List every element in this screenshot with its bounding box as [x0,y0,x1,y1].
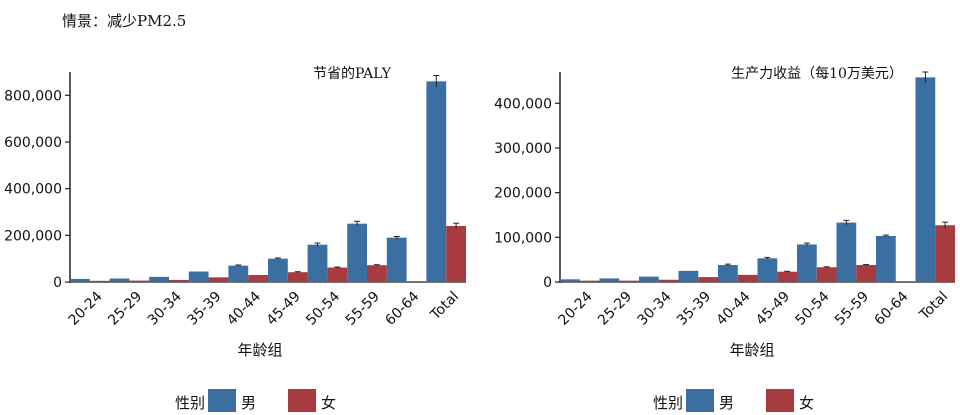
y-tick-label: 600,000 [4,135,62,151]
bar-female [816,267,837,282]
x-tick-label: Total [427,289,462,324]
x-tick-label: 20-24 [556,289,596,329]
chart-2: 0 100,000 200,000 300,000 400,000 生产力收益（每10万美… [494,66,955,412]
bar-male [599,278,620,282]
bar-male [149,276,169,282]
y-tick-label: 200,000 [494,186,552,202]
legend-title: 性别 [653,394,683,412]
legend-label-female: 女 [321,394,336,412]
bar-female [129,280,150,282]
bar-female [737,274,758,282]
chart-title: 节省的PALY [313,66,392,82]
bar-female [446,226,466,282]
x-tick-label: 50-54 [793,289,833,329]
legend: 性别 男 女 [653,389,814,412]
bar-male [678,270,699,282]
x-tick-label: 45-49 [264,289,304,329]
bar-male [718,265,738,282]
y-tick-label: 0 [53,275,62,291]
bar-female [169,279,189,282]
bar-female [367,265,387,282]
bar-male [836,222,857,282]
bar-female [89,280,110,282]
bar-male [268,258,288,282]
x-tick-label: 45-49 [753,289,793,329]
bar-male [757,258,778,282]
legend-label-male: 男 [719,394,734,412]
bar-male [426,81,447,282]
x-tick-label: 35-39 [184,289,224,329]
y-tick-label: 300,000 [494,141,552,157]
bar-female [777,271,797,282]
x-tick-label: 35-39 [674,289,714,329]
bar-male [797,244,817,282]
x-tick-label: 50-54 [303,289,343,329]
y-tick-label: 400,000 [4,182,62,198]
x-tick-label: 60-64 [872,289,912,329]
x-tick-label: 40-44 [224,289,264,329]
bar-male [228,265,249,282]
x-axis-label: 年龄组 [237,341,282,359]
scenario-label: 情景：减少PM2.5 [62,12,187,30]
legend-swatch-female [288,389,316,412]
bar-female [208,277,229,282]
x-tick-label: 40-44 [714,289,754,329]
y-tick-label: 800,000 [4,88,62,104]
bar-male [70,278,90,282]
bar-female [935,225,955,282]
x-tick-label: 60-64 [382,289,422,329]
bar-male [347,223,367,282]
legend-swatch-male [208,389,236,412]
bar-female [287,272,308,282]
legend-swatch-female [766,389,794,412]
bar-male [876,235,896,282]
bar-female [856,265,876,282]
bar-female [579,280,600,282]
bar-male [639,276,659,282]
bar-female [248,275,268,282]
chart-title: 生产力收益（每10万美元） [731,66,903,82]
legend-swatch-male [686,389,714,412]
x-tick-label: 30-34 [145,289,185,329]
y-tick-label: 400,000 [494,96,552,112]
y-tick-label: 100,000 [494,230,552,246]
bar-female [698,277,718,282]
bar-female [619,280,639,282]
chart-1: 0 200,000 400,000 600,000 800,000 节省的PALY 20-2… [4,66,466,412]
x-tick-label: 55-59 [832,289,872,329]
x-tick-label: 55-59 [343,289,383,329]
bar-male [386,237,407,282]
bar-male [915,77,936,283]
y-tick-label: 200,000 [4,228,62,244]
x-axis-label: 年龄组 [729,341,774,359]
x-tick-label: 25-29 [105,289,145,329]
legend: 性别 男 女 [175,389,336,412]
bar-male [109,278,130,282]
bar-male [560,279,580,282]
x-tick-label: 25-29 [595,289,635,329]
x-tick-label: Total [916,289,951,324]
legend-title: 性别 [175,394,205,412]
legend-label-male: 男 [241,394,256,412]
x-tick-label: 20-24 [66,289,106,329]
y-tick-label: 0 [543,275,552,291]
x-tick-label: 30-34 [635,289,675,329]
bar-male [307,244,328,282]
bar-female [327,267,348,282]
bar-female [658,279,679,282]
legend-label-female: 女 [799,394,814,412]
bar-male [188,271,209,282]
